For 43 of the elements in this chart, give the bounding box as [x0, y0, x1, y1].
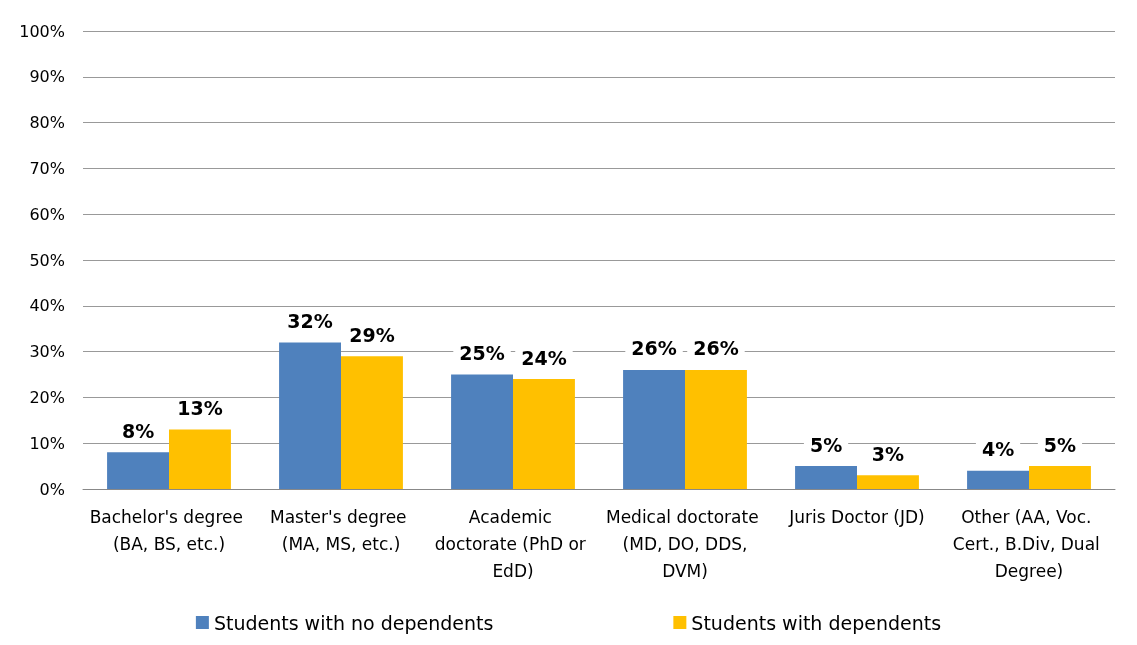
y-tick-label: 30% — [29, 342, 65, 362]
bar — [341, 356, 403, 489]
bar — [795, 466, 857, 489]
y-tick-label: 90% — [29, 67, 65, 87]
data-label: 24% — [521, 346, 567, 369]
legend-label: Students with dependents — [691, 611, 942, 634]
data-label: 26% — [693, 337, 739, 360]
x-tick-label: Juris Doctor (JD) — [788, 506, 925, 527]
y-tick-label: 50% — [29, 250, 65, 270]
y-tick-label: 10% — [29, 433, 65, 453]
data-label: 29% — [349, 323, 395, 346]
bar — [169, 429, 231, 489]
y-tick-label: 100% — [19, 21, 65, 41]
y-tick-label: 20% — [29, 387, 65, 407]
data-label: 4% — [981, 438, 1015, 461]
x-tick-label: Other (AA, Voc. Cert., B.Div, Dual Degree) — [952, 506, 1106, 581]
data-label: 26% — [631, 337, 677, 360]
y-tick-label: 40% — [29, 296, 65, 316]
data-label: 5% — [1043, 433, 1077, 456]
data-label: 5% — [809, 433, 843, 456]
y-tick-label: 60% — [29, 204, 65, 224]
data-label: 13% — [177, 396, 223, 419]
bar — [967, 470, 1029, 489]
x-tick-label: Medical doctorate (MD, DO, DDS, DVM) — [605, 506, 765, 581]
bar — [513, 379, 575, 489]
data-label: 3% — [871, 442, 905, 465]
data-label: 32% — [287, 309, 333, 332]
y-tick-label: 0% — [39, 479, 65, 499]
data-label: 8% — [121, 419, 155, 442]
bar — [685, 369, 747, 489]
data-label: 25% — [459, 342, 505, 364]
y-tick-label: 80% — [29, 113, 65, 133]
bar — [1029, 466, 1091, 489]
y-tick-label: 70% — [29, 158, 65, 178]
bar — [107, 452, 169, 489]
bar — [857, 475, 919, 489]
legend-label: Students with no dependents — [213, 611, 494, 634]
bar — [451, 374, 513, 489]
bar — [623, 369, 685, 489]
bar — [279, 342, 341, 489]
x-tick-label: Academic doctorate (PhD or EdD) — [434, 506, 592, 581]
x-tick-label: Master's degree (MA, MS, etc.) — [270, 506, 412, 554]
x-tick-label: Bachelor's degree (BA, BS, etc.) — [89, 506, 249, 554]
